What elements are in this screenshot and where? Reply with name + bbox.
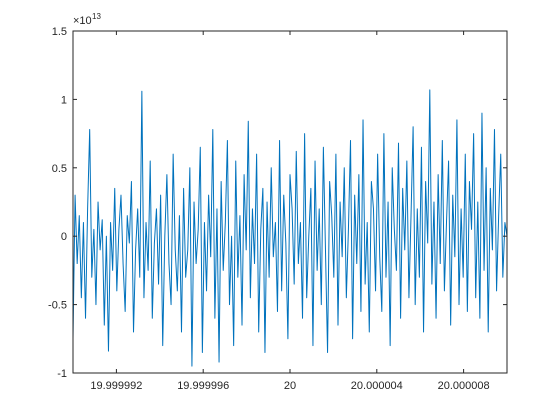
y-tick-label-2: 0 (61, 231, 67, 243)
y-axis: -1 -0.5 0 0.5 1 1.5 (48, 26, 507, 380)
x-tick-label-3: 20.000004 (351, 380, 403, 392)
x-tick-label-2: 20 (284, 380, 296, 392)
x-tick-label-4: 20.000008 (438, 380, 490, 392)
series-layer (72, 89, 508, 367)
y-tick-label-0: -1 (57, 368, 67, 380)
x-axis: 19.999992 19.999996 20 20.000004 20.000008 (90, 31, 490, 392)
x-tick-label-0: 19.999992 (90, 380, 142, 392)
x-tick-label-1: 19.999996 (177, 380, 229, 392)
y-exponent-power: 13 (92, 12, 101, 21)
y-tick-label-5: 1.5 (52, 26, 67, 38)
y-tick-label-3: 0.5 (52, 163, 67, 175)
y-tick-label-4: 1 (61, 94, 67, 106)
series-line-0 (72, 89, 508, 367)
y-exponent-base: ×10 (73, 15, 92, 27)
y-tick-label-1: -0.5 (48, 300, 67, 312)
y-exponent-label: ×10 13 (73, 12, 101, 27)
